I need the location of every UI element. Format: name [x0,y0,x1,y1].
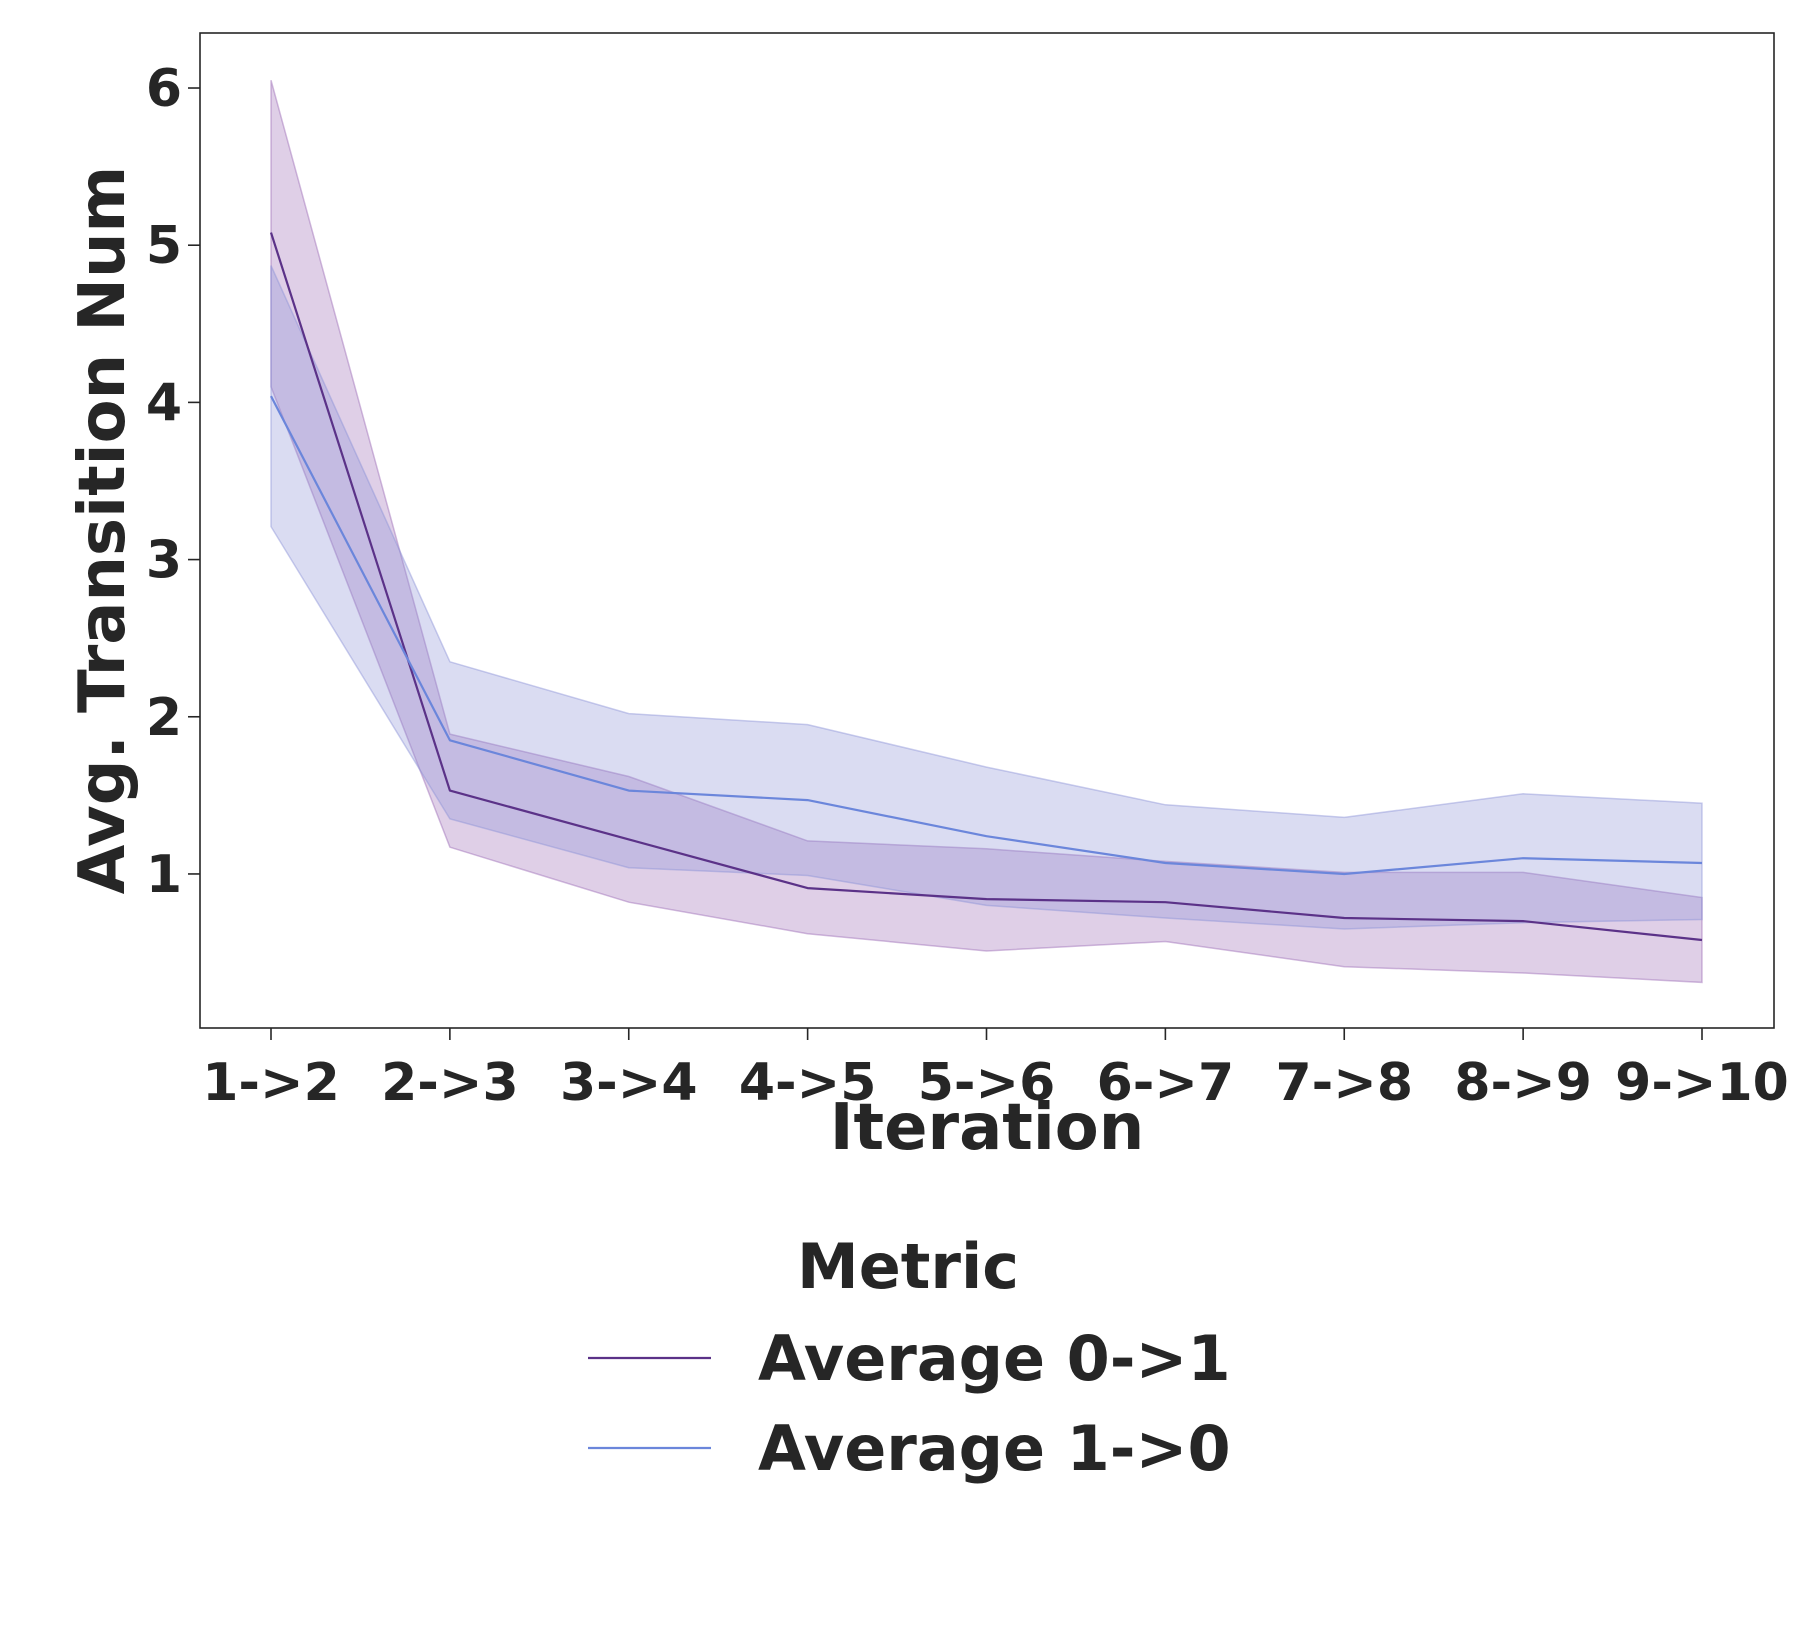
y-tick-label: 3 [146,531,182,591]
series-lines [269,232,1703,942]
x-tick-label: 8->9 [1454,1053,1592,1113]
x-tick-label: 5->6 [918,1053,1056,1113]
x-tick-label: 6->7 [1097,1053,1235,1113]
legend: Metric Average 0->1 Average 1->0 [588,1230,1231,1485]
x-axis-label: Iteration [830,1091,1145,1165]
average-0-1-band [270,80,1703,984]
x-tick-label: 1->2 [202,1053,340,1113]
y-tick-label: 1 [146,845,182,905]
x-tick-label: 9->10 [1615,1053,1789,1113]
confidence-bands [270,80,1703,984]
x-tick-label: 2->3 [381,1053,519,1113]
y-axis-label: Avg. Transition Num [66,166,140,895]
legend-title: Metric [797,1230,1019,1303]
average-0-1-legend-label: Average 0->1 [758,1322,1231,1395]
y-tick-label: 5 [146,216,182,276]
average-1-0-band [270,265,1703,930]
x-tick-label: 3->4 [560,1053,698,1113]
x-tick-label: 4->5 [739,1053,877,1113]
y-tick-label: 6 [146,59,182,119]
x-axis: 1->2 2->3 3->4 4->5 5->6 6->7 7->8 8->9 9->10 [202,1028,1789,1113]
average-1-0-legend-label: Average 1->0 [758,1412,1231,1485]
y-tick-label: 4 [146,373,182,433]
x-tick-label: 7->8 [1275,1053,1413,1113]
y-axis: 1 2 3 4 5 6 [146,59,200,905]
y-tick-label: 2 [146,688,182,748]
